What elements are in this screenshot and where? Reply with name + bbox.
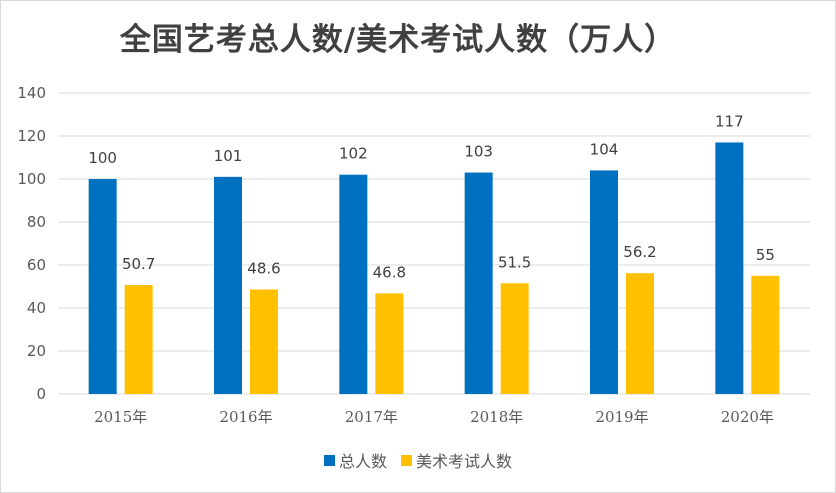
y-tick-label: 80	[27, 213, 46, 231]
bar-total	[464, 172, 493, 394]
legend-label-art: 美术考试人数	[416, 452, 513, 471]
data-label-art: 51.5	[498, 253, 531, 271]
data-label-art: 46.8	[373, 263, 406, 281]
data-label-total: 102	[339, 145, 368, 163]
bar-art	[250, 289, 278, 394]
bar-total	[590, 170, 618, 394]
data-label-total: 104	[590, 140, 619, 158]
legend-label-total: 总人数	[338, 452, 387, 471]
legend-item-art: 美术考试人数	[401, 448, 512, 472]
bar-art	[375, 293, 404, 394]
data-label-total: 100	[88, 149, 117, 167]
legend-swatch-art	[401, 454, 412, 466]
y-tick-label: 140	[17, 84, 46, 102]
data-label-total: 101	[214, 147, 243, 165]
bar-art	[751, 275, 780, 394]
bar-total	[214, 176, 242, 394]
chart-title: 全国艺考总人数/美术考试人数（万人）	[119, 22, 677, 58]
x-tick-label: 2018年	[470, 408, 523, 426]
y-tick-label: 100	[17, 170, 46, 188]
data-label-art: 48.6	[247, 260, 280, 278]
x-tick-label: 2020年	[721, 408, 774, 426]
data-label-art: 55	[756, 246, 775, 264]
x-tick-label: 2019年	[595, 408, 648, 426]
y-tick-label: 60	[27, 256, 46, 274]
y-tick-label: 40	[27, 299, 46, 317]
y-tick-label: 120	[17, 127, 46, 145]
data-label-art: 56.2	[623, 243, 656, 261]
bar-art	[124, 284, 153, 394]
y-tick-label: 0	[36, 385, 46, 403]
y-tick-label: 20	[27, 342, 46, 360]
bar-total	[88, 179, 117, 394]
legend-swatch-total	[323, 454, 335, 466]
bar-total	[339, 174, 368, 394]
legend-item-total: 总人数	[323, 448, 387, 472]
x-tick-label: 2015年	[94, 408, 147, 426]
legend: 总人数 美术考试人数	[0, 448, 836, 472]
data-label-art: 50.7	[122, 255, 155, 273]
x-tick-label: 2017年	[345, 408, 398, 426]
data-label-total: 117	[715, 112, 744, 130]
bar-total	[715, 142, 744, 394]
bar-art	[500, 283, 529, 394]
data-label-total: 103	[464, 143, 493, 161]
bar-art	[626, 273, 654, 394]
x-tick-label: 2016年	[219, 408, 272, 426]
